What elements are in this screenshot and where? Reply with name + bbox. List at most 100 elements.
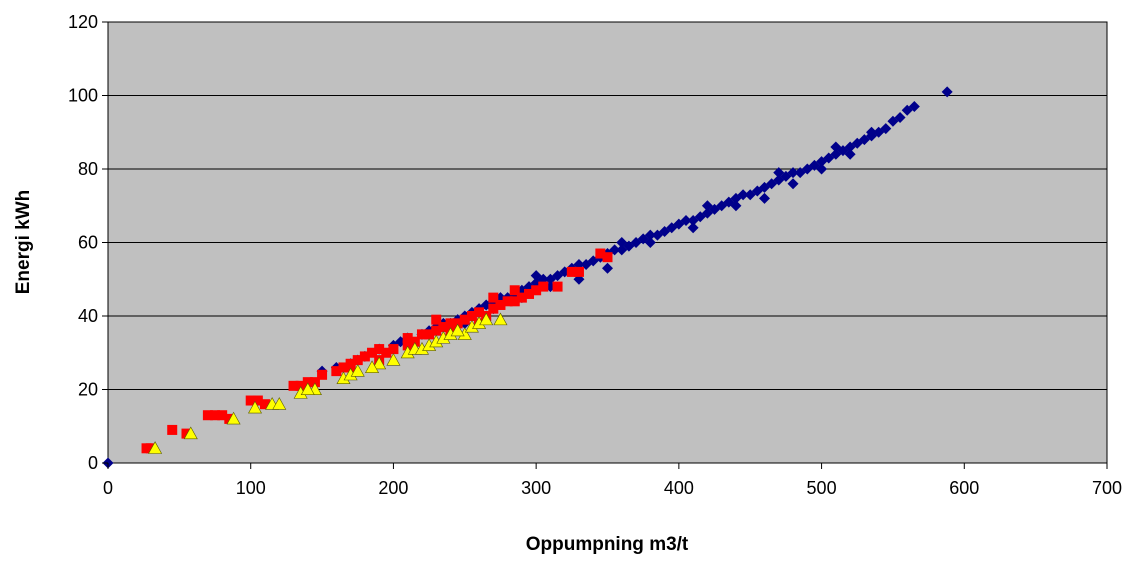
y-tick-label: 60 [78,233,98,253]
data-point-square [338,362,349,373]
data-point-square [381,347,392,358]
y-tick-label: 120 [68,12,98,32]
data-point-diamond [687,222,699,234]
data-point-diamond [830,141,842,153]
data-point-square [524,288,535,299]
data-point-square [259,399,270,410]
data-point-square [245,395,256,406]
data-point-square [488,292,499,303]
data-point-square [202,410,213,421]
data-point-diamond [616,237,628,248]
data-point-square [502,296,513,307]
data-point-square [488,303,499,314]
data-point-diamond [941,86,953,98]
data-point-square [445,318,456,329]
data-point-square [409,336,420,347]
data-point-diamond [644,229,656,241]
x-tick-label: 400 [664,478,694,498]
data-point-square [431,325,442,336]
data-point-diamond [644,237,656,248]
data-point-triangle [272,397,287,410]
data-point-triangle [183,426,198,440]
data-point-square [538,281,549,292]
x-tick-label: 700 [1092,478,1122,498]
x-tick-label: 100 [236,478,266,498]
data-point-square [224,413,235,424]
data-point-diamond [880,123,892,135]
y-tick-label: 100 [68,86,98,106]
x-axis-title: Oppumpning m3/t [526,534,689,555]
data-point-square [317,369,328,380]
data-point-triangle [226,411,241,425]
data-point-square [367,347,378,358]
data-point-diamond [730,200,742,212]
data-point-diamond [816,163,828,175]
data-point-square [509,285,520,296]
x-tick-label: 300 [521,478,551,498]
data-point-triangle [479,312,494,326]
data-point-square [402,333,413,344]
data-point-square [509,296,520,307]
data-point-square [181,428,192,439]
data-point-triangle [365,360,380,373]
data-point-triangle [247,400,263,414]
data-point-square [402,340,413,351]
data-point-square [309,377,320,388]
data-point-square [359,351,370,362]
data-point-triangle [350,364,365,377]
x-tick-label: 0 [103,478,113,498]
data-point-square [424,329,435,340]
data-point-square [516,292,527,303]
y-axis-title: Energi kWh [13,190,34,295]
data-point-square [374,344,385,355]
data-point-diamond [737,189,749,201]
data-point-square [210,410,221,421]
data-point-square [452,318,463,329]
x-tick-label: 200 [378,478,408,498]
data-point-square [416,329,427,340]
data-point-triangle [300,382,315,396]
data-point-triangle [493,312,508,326]
grid-lines [108,95,1107,390]
data-point-square [288,380,299,391]
axes: 0 20 40 60 80 100 120 0 100 200 300 400 500 600 700 [68,12,1122,498]
data-point-diamond [844,148,856,160]
y-tick-label: 0 [88,453,98,473]
data-point-square [345,362,356,373]
data-point-square [217,410,228,421]
data-point-diamond [908,101,920,113]
data-point-diamond [701,200,713,212]
data-point-diamond [680,214,692,226]
data-point-diamond [773,167,785,179]
data-point-square [438,322,449,333]
data-point-square [531,285,542,296]
data-point-diamond [787,167,799,179]
data-point-square [167,424,178,435]
data-point-diamond [894,112,906,124]
data-point-square [352,355,363,366]
data-point-diamond [530,270,542,282]
data-point-square [145,443,156,454]
x-tick-label: 500 [807,478,837,498]
data-point-diamond [602,262,613,274]
data-point-square [431,314,442,325]
data-point-square [302,377,313,388]
data-point-square [566,266,577,277]
data-point-square [466,311,477,321]
data-point-square [388,344,399,355]
data-point-square [474,307,485,318]
x-tick-label: 600 [949,478,979,498]
data-point-square [552,281,563,292]
y-tick-label: 80 [78,159,98,179]
data-point-square [459,314,470,325]
data-point-square [331,366,342,377]
y-tick-label: 20 [78,380,98,400]
data-point-square [573,266,584,277]
data-point-triangle [386,352,401,366]
series-2 [148,312,508,454]
data-point-diamond [866,126,878,138]
data-point-triangle [372,356,387,370]
data-point-triangle [450,323,465,337]
